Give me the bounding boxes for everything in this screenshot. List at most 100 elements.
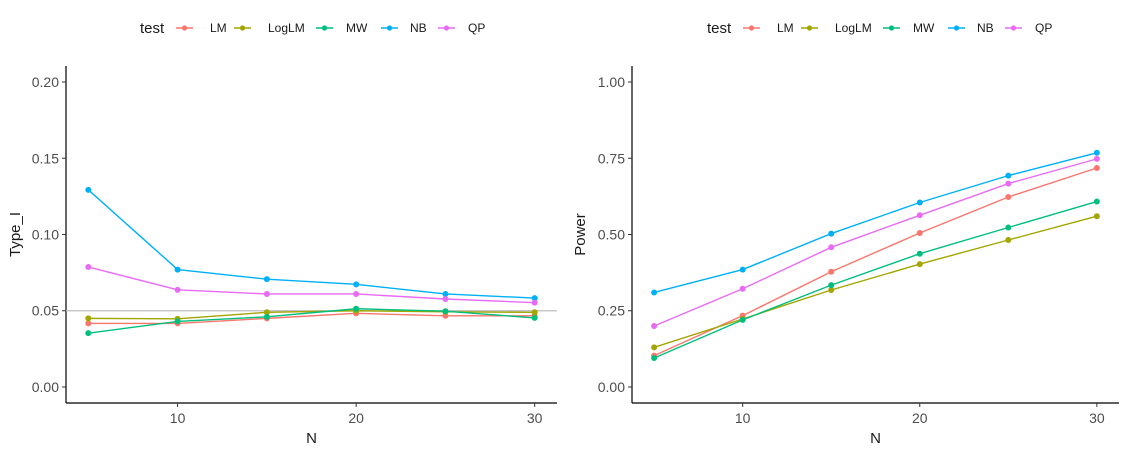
panel2-x-axis-title: N [870, 430, 881, 447]
panel2-point-loglm [1005, 236, 1012, 243]
panel2-series-line-nb [653, 152, 1098, 294]
panel1-y-tick-label: 0.00 [32, 379, 59, 395]
panel2-point-mw [1093, 198, 1100, 205]
panel2-point-qp [1093, 155, 1100, 162]
panel1-point-mw [353, 305, 360, 312]
panel2-legend-label-mw: MW [913, 21, 935, 35]
panel1-legend-label-mw: MW [346, 21, 368, 35]
panel1-point-nb [174, 266, 181, 273]
panel1-point-mw [531, 314, 538, 321]
panel2-point-qp [1005, 180, 1012, 187]
panel2-series-line-loglm [653, 215, 1098, 349]
panel1-point-nb [353, 281, 360, 288]
panel1-x-tick-label: 30 [527, 410, 543, 426]
panel1-point-qp [442, 296, 449, 303]
panel2-legend-swatch-point-mw [888, 25, 895, 31]
panel2-point-loglm [828, 287, 835, 294]
panel2-point-nb [1093, 149, 1100, 156]
panel1-point-lm [85, 320, 92, 327]
panel2-point-nb [739, 266, 746, 273]
panel2-y-tick-label: 1.00 [598, 74, 625, 90]
panel1-series-line-qp [88, 266, 535, 304]
panel1-point-mw [85, 330, 92, 337]
panel1-legend-swatch-point-lm [181, 25, 188, 31]
panel2-point-qp [651, 322, 658, 329]
panel1-series-line-nb [87, 189, 535, 299]
panel1-y-axis-title: Type_I [7, 212, 24, 257]
panel2-point-qp [739, 285, 746, 292]
panel2-point-mw [1005, 224, 1012, 231]
panel2-point-qp [916, 212, 923, 219]
panel1-point-mw [442, 308, 449, 315]
panel1-legend-swatch-point-loglm [239, 25, 246, 31]
panel2-point-nb [1005, 172, 1012, 179]
panel1-legend-label-qp: QP [468, 21, 485, 35]
panel1-y-tick-label: 0.15 [32, 150, 59, 166]
panel2-legend-swatch-point-loglm [806, 25, 813, 31]
panel1-legend-label-loglm: LogLM [268, 21, 305, 35]
panel1-legend-swatch-point-qp [443, 25, 450, 31]
panel2-series-line-qp [653, 158, 1098, 327]
panel2-y-tick-label: 0.50 [598, 227, 625, 243]
panel1-point-qp [531, 299, 538, 306]
panel1-point-qp [85, 263, 92, 270]
panel1-point-nb [85, 186, 92, 193]
panel2-legend-label-nb: NB [977, 21, 994, 35]
panel1-x-tick-label: 20 [348, 410, 364, 426]
panel2-legend-title: test [707, 20, 732, 37]
panel2-point-mw [739, 316, 746, 323]
panel1-point-loglm [531, 309, 538, 316]
panel2-y-axis-title: Power [572, 213, 589, 256]
panel1-legend-label-lm: LM [210, 21, 227, 35]
panel2-x-tick-label: 30 [1089, 410, 1105, 426]
panel2-point-qp [828, 244, 835, 251]
panel2-point-nb [916, 199, 923, 206]
panel2-legend-swatch-point-qp [1010, 25, 1017, 31]
panel1-legend-swatch-point-nb [386, 25, 393, 31]
panel1-point-nb [263, 276, 270, 283]
panel1-point-loglm [263, 309, 270, 316]
panel2-point-lm [828, 268, 835, 275]
panel1-point-qp [174, 286, 181, 293]
panel2-point-mw [828, 282, 835, 289]
panel1-point-nb [442, 290, 449, 297]
panel1-legend-swatch-point-mw [321, 25, 328, 31]
panel2-y-tick-label: 0.00 [598, 379, 625, 395]
panel1-point-qp [353, 290, 360, 297]
panel1-x-axis-title: N [306, 430, 317, 447]
panel2-x-tick-label: 10 [735, 410, 751, 426]
panel1-point-mw [174, 318, 181, 325]
panel1-point-qp [263, 290, 270, 297]
panel2-legend-label-loglm: LogLM [835, 21, 872, 35]
panel1-x-tick-label: 10 [170, 410, 186, 426]
panel2-point-loglm [1093, 213, 1100, 220]
panel2-y-tick-label: 0.25 [598, 303, 625, 319]
panel1-series-line-loglm [88, 310, 535, 320]
panel2-x-tick-label: 20 [912, 410, 928, 426]
panel2-point-mw [916, 250, 923, 257]
panel1-legend-label-nb: NB [410, 21, 427, 35]
panel2-y-tick-label: 0.75 [598, 150, 625, 166]
panel1-point-loglm [85, 315, 92, 322]
panel1-series-line-mw [88, 308, 535, 334]
panel2-point-loglm [916, 261, 923, 268]
panel1-point-mw [263, 313, 270, 320]
panel2-point-mw [651, 355, 658, 362]
panel2-series-line-lm [653, 167, 1098, 357]
panel2-point-lm [1093, 165, 1100, 172]
panel2-legend-swatch-point-lm [748, 25, 755, 31]
panel2-series-line-mw [653, 200, 1098, 359]
panel1-legend-title: test [140, 20, 165, 37]
panel2-point-nb [651, 289, 658, 296]
panel2-legend-label-lm: LM [777, 21, 794, 35]
panel1-point-nb [531, 295, 538, 302]
panel1-y-tick-label: 0.20 [32, 74, 59, 90]
panel2-point-lm [1005, 193, 1012, 200]
panel1-y-tick-label: 0.10 [32, 227, 59, 243]
panel1-y-tick-label: 0.05 [32, 303, 59, 319]
panel2-point-nb [828, 230, 835, 237]
panel2-point-lm [916, 229, 923, 236]
panel2-point-loglm [651, 344, 658, 351]
